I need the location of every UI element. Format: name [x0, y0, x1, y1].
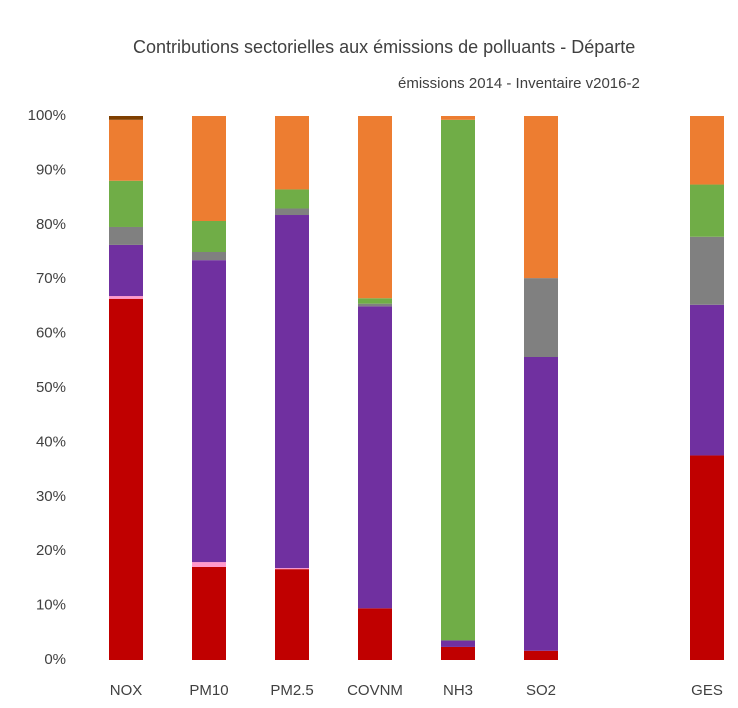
bar-segment — [524, 278, 558, 357]
bar-segment — [441, 646, 475, 660]
bar-segment — [192, 220, 226, 252]
bar-segment — [690, 184, 724, 237]
bar-segment — [358, 116, 392, 299]
x-tick-label: NH3 — [443, 682, 473, 699]
x-tick-label: SO2 — [526, 682, 556, 699]
bar-segment — [441, 116, 475, 120]
bar-segment — [441, 640, 475, 647]
bar-segment — [192, 116, 226, 221]
chart-subtitle: émissions 2014 - Inventaire v2016-2 — [398, 75, 640, 92]
bar-segment — [524, 650, 558, 660]
x-tick-label: COVNM — [347, 682, 403, 699]
bar-segment — [109, 116, 143, 120]
bar-segment — [358, 303, 392, 307]
chart-title: Contributions sectorielles aux émissions… — [133, 37, 635, 57]
y-tick-label: 80% — [36, 216, 66, 233]
bar-segment — [275, 569, 309, 660]
bar-segment — [192, 566, 226, 660]
x-tick-label: NOX — [110, 682, 143, 699]
bar-segment — [690, 455, 724, 660]
bar-segment — [192, 260, 226, 563]
bar-segment — [690, 304, 724, 456]
y-tick-label: 30% — [36, 488, 66, 505]
bar-segment — [275, 208, 309, 216]
bar-segment — [109, 119, 143, 181]
bar-segment — [109, 226, 143, 245]
bar-segment — [109, 180, 143, 227]
y-tick-label: 60% — [36, 325, 66, 342]
x-tick-label: PM10 — [189, 682, 228, 699]
bar-segment — [109, 296, 143, 299]
y-tick-label: 20% — [36, 542, 66, 559]
x-tick-label: PM2.5 — [270, 682, 313, 699]
y-tick-label: 70% — [36, 270, 66, 287]
bar-segment — [192, 562, 226, 567]
bar-segment — [524, 116, 558, 279]
y-tick-label: 100% — [28, 107, 66, 124]
bar-segment — [192, 252, 226, 261]
bar-segment — [358, 298, 392, 304]
bar-segment — [109, 244, 143, 297]
bar-segment — [358, 608, 392, 660]
bar-segment — [690, 236, 724, 305]
bar-segment — [275, 215, 309, 569]
y-tick-label: 10% — [36, 597, 66, 614]
y-tick-label: 90% — [36, 161, 66, 178]
bar-segment — [524, 356, 558, 651]
bar-segment — [109, 298, 143, 660]
y-tick-label: 0% — [44, 651, 66, 668]
bar-segment — [690, 116, 724, 185]
bar-segment — [275, 568, 309, 570]
bar-segment — [441, 119, 475, 641]
bar-segment — [358, 306, 392, 609]
y-tick-label: 40% — [36, 433, 66, 450]
x-tick-label: GES — [691, 682, 723, 699]
bar-segment — [275, 116, 309, 190]
y-tick-label: 50% — [36, 379, 66, 396]
bar-segment — [275, 189, 309, 209]
